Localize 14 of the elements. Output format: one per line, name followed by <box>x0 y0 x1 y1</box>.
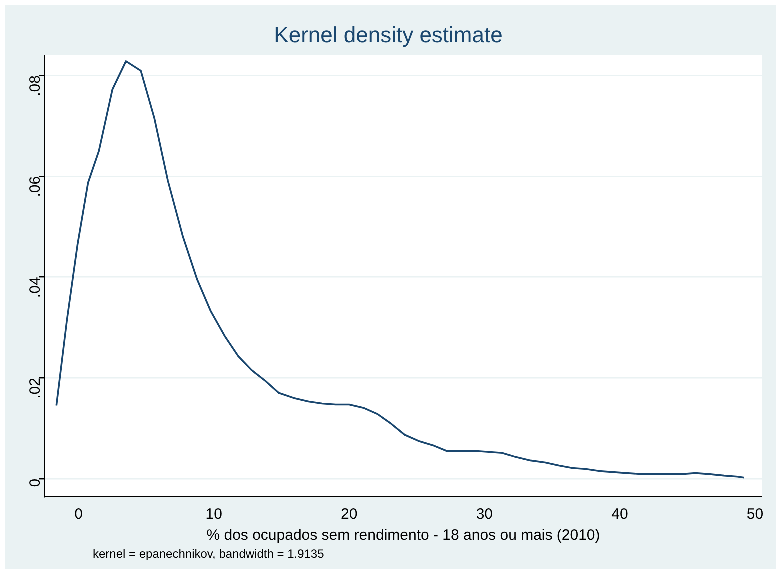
y-tick-label: .06 <box>27 176 44 198</box>
x-tick-label: 0 <box>74 506 83 524</box>
x-tick-label: 40 <box>612 506 628 524</box>
text: kernel = epanechnikov, bandwidth = 1.9135 <box>93 547 324 561</box>
x-tick-label: 10 <box>206 506 222 524</box>
x-tick-label: 30 <box>476 506 494 524</box>
x-axis-title: % dos ocupados sem rendimento - 18 anos ou mais (2010) <box>206 527 600 544</box>
y-tick-label: .02 <box>27 378 44 399</box>
x-tick-label: 20 <box>341 506 358 524</box>
y-tick-label: .08 <box>27 76 44 96</box>
x-tick-label: 50 <box>746 506 764 524</box>
y-tick-label: 0 <box>27 478 44 488</box>
chart-title: Kernel density estimate <box>274 22 503 48</box>
y-tick-label: .04 <box>27 277 44 298</box>
